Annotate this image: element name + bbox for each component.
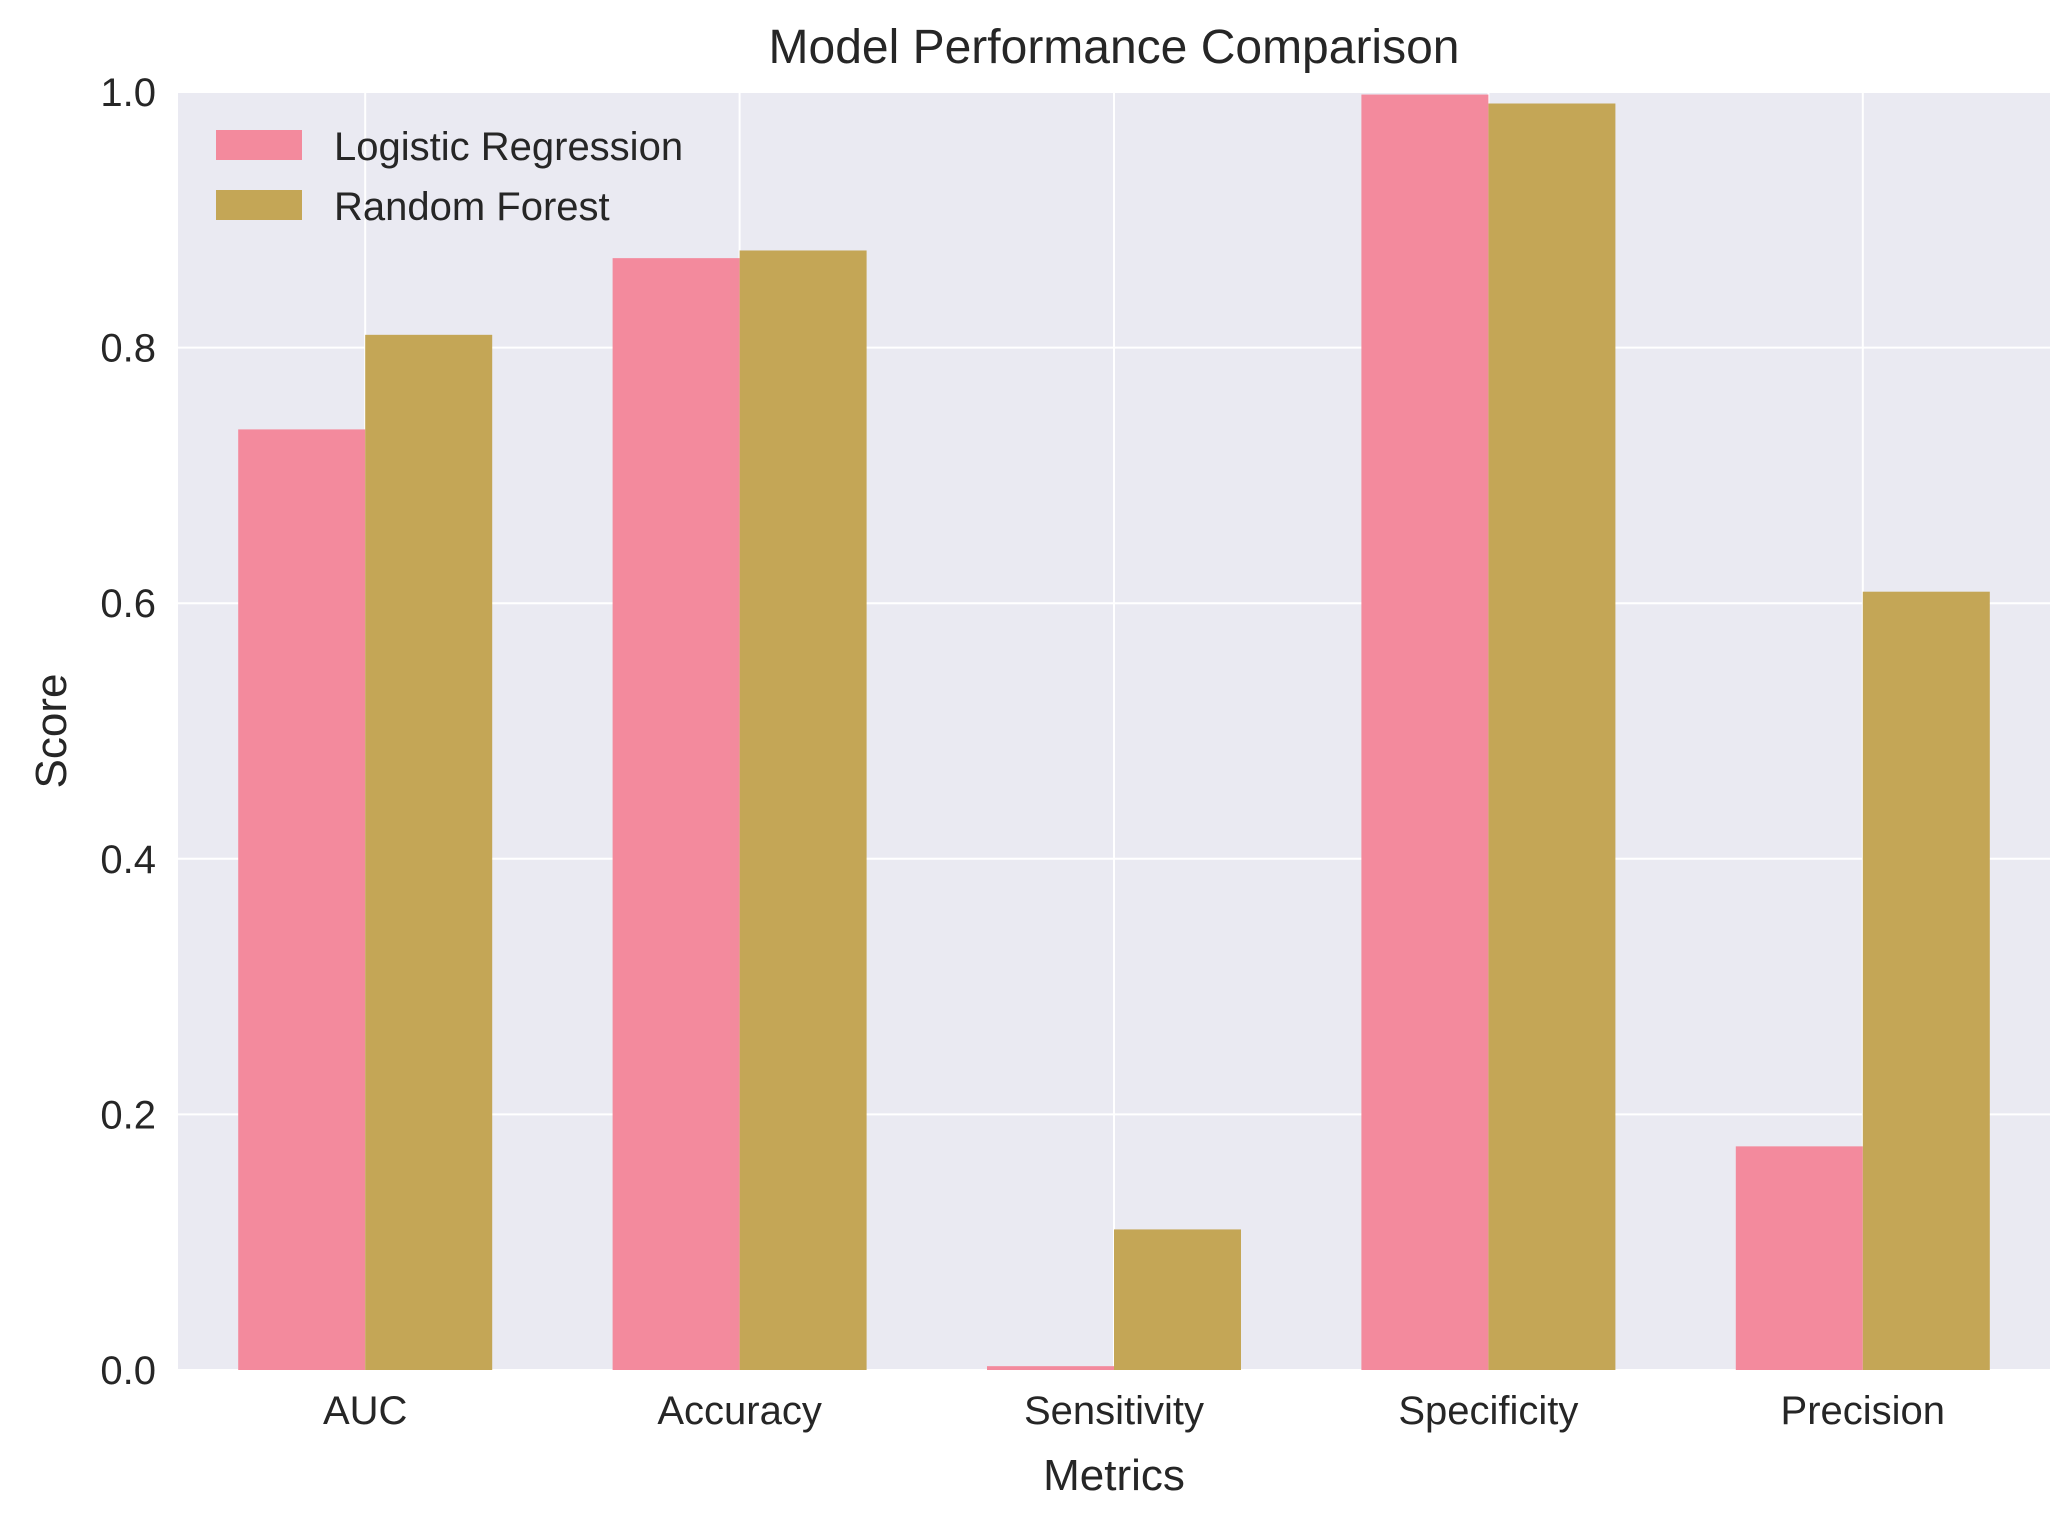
bar-logistic-regression-accuracy xyxy=(612,258,740,1370)
bar-logistic-regression-specificity xyxy=(1361,94,1489,1370)
y-tick-label: 0.8 xyxy=(100,327,156,371)
chart-title: Model Performance Comparison xyxy=(769,21,1460,74)
legend-swatch-logistic-regression xyxy=(216,130,302,160)
y-tick-label: 0.2 xyxy=(100,1093,156,1137)
legend: Logistic Regression Random Forest xyxy=(216,125,683,229)
legend-swatch-random-forest xyxy=(216,190,302,220)
x-tick-label-specificity: Specificity xyxy=(1398,1389,1578,1433)
bar-random-forest-specificity xyxy=(1488,103,1616,1371)
bar-random-forest-sensitivity xyxy=(1114,1229,1241,1370)
bar-logistic-regression-auc xyxy=(238,429,366,1371)
y-tick-label: 0.0 xyxy=(100,1349,156,1393)
x-ticks: AUC Accuracy Sensitivity Specificity Precisi… xyxy=(323,1389,1945,1433)
y-tick-label: 0.6 xyxy=(100,582,156,626)
x-tick-label-sensitivity: Sensitivity xyxy=(1024,1389,1204,1433)
y-ticks: 0.0 0.2 0.4 0.6 0.8 1.0 xyxy=(100,71,156,1393)
bar-random-forest-accuracy xyxy=(739,250,867,1370)
x-tick-label-precision: Precision xyxy=(1781,1389,1946,1433)
bar-logistic-regression-precision xyxy=(1735,1146,1863,1370)
y-tick-label: 1.0 xyxy=(100,71,156,115)
y-tick-label: 0.4 xyxy=(100,838,156,882)
bar-random-forest-precision xyxy=(1862,591,1990,1370)
x-tick-label-auc: AUC xyxy=(323,1389,407,1433)
y-axis-label: Score xyxy=(27,674,76,789)
bars xyxy=(238,94,1990,1371)
bar-random-forest-auc xyxy=(365,334,493,1370)
legend-label-random-forest: Random Forest xyxy=(334,185,610,229)
x-axis-label: Metrics xyxy=(1043,1451,1185,1500)
bar-logistic-regression-sensitivity xyxy=(987,1366,1114,1370)
legend-label-logistic-regression: Logistic Regression xyxy=(334,125,683,169)
x-tick-label-accuracy: Accuracy xyxy=(657,1389,822,1433)
